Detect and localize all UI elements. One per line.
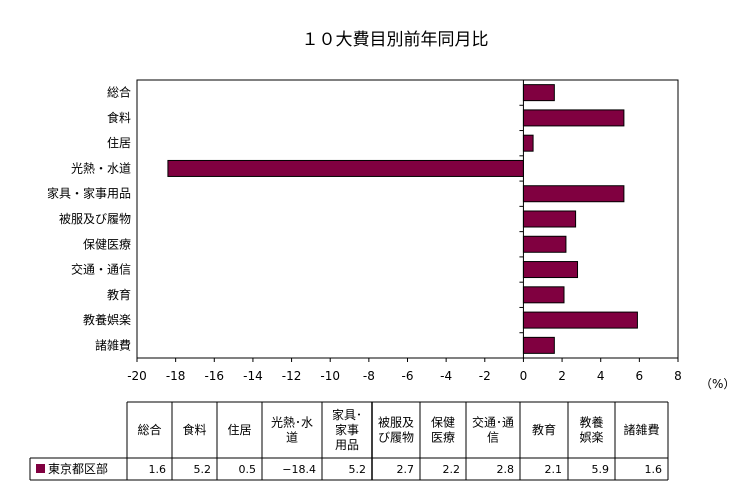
table-value: 1.6 — [645, 463, 663, 476]
category-label: 家具・家事用品 — [47, 186, 131, 201]
x-tick-label: 8 — [674, 369, 682, 383]
table-value: 2.2 — [443, 463, 461, 476]
x-tick-label: -10 — [320, 369, 340, 383]
x-tick-label: -8 — [363, 369, 375, 383]
table-header: 教養 — [579, 415, 603, 430]
legend-swatch — [36, 464, 45, 473]
table-header: 食料 — [182, 422, 206, 437]
unit-label: （%） — [700, 377, 735, 391]
table-header: び履物 — [378, 431, 414, 445]
x-axis: -20 -18 -16 -14 -12 -10 -8 -6 -4 -2 0 2 4 6 8 — [127, 358, 682, 383]
table-header: 光熱･水 — [271, 416, 313, 430]
bar — [522, 84, 555, 102]
table-header: 信 — [487, 431, 499, 445]
x-tick-label: -4 — [440, 369, 452, 383]
category-label: 被服及び履物 — [59, 212, 131, 226]
table-header: 用品 — [335, 438, 359, 452]
x-tick-label: 2 — [558, 369, 566, 383]
x-tick-label: -16 — [204, 369, 224, 383]
table-value: 2.1 — [545, 463, 563, 476]
table-value: 5.2 — [349, 463, 367, 476]
table-header: 道 — [286, 431, 298, 445]
category-label: 保健医療 — [83, 237, 131, 251]
chart-title: １０大費目別前年同月比 — [302, 30, 489, 50]
bar-group — [167, 79, 638, 359]
category-labels: 総合食料住居光熱・水道家具・家事用品被服及び履物保健医療交通・通信教育教養娯楽諸… — [47, 85, 131, 353]
table-header: 交通･通 — [472, 415, 514, 430]
bar — [167, 159, 524, 177]
category-label: 住居 — [107, 136, 131, 150]
bar — [522, 336, 555, 354]
bar — [522, 210, 577, 228]
x-tick-label: -14 — [243, 369, 263, 383]
x-tick-label: -6 — [402, 369, 414, 383]
table-value: 5.9 — [592, 463, 610, 476]
data-table: 総合 食料 住居 光熱･水道 家具･家事用品 被服及び履物 保健医療 交通･通信 教育 教養娯楽 諸… — [29, 401, 669, 481]
category-label: 教養娯楽 — [83, 312, 131, 327]
bar — [522, 261, 579, 279]
x-tick-label: -12 — [282, 369, 302, 383]
table-header: 家事 — [335, 422, 359, 437]
category-label: 交通・通信 — [71, 262, 131, 277]
table-value: −18.4 — [282, 463, 316, 476]
category-label: 光熱・水道 — [71, 161, 131, 175]
table-header: 保健 — [431, 416, 455, 430]
x-tick-label: 4 — [597, 369, 605, 383]
category-label: 総合 — [107, 85, 131, 100]
table-header: 総合 — [137, 422, 161, 437]
x-tick-label: -20 — [127, 369, 147, 383]
table-value: 5.2 — [194, 463, 212, 476]
table-header: 諸雑費 — [623, 422, 659, 437]
bar — [522, 311, 638, 329]
bar — [522, 235, 567, 253]
table-row-label: 東京都区部 — [48, 461, 108, 476]
category-label: 教育 — [107, 287, 131, 302]
table-header: 家具･ — [332, 407, 362, 422]
table-value: 2.7 — [397, 463, 415, 476]
table-header: 医療 — [431, 431, 455, 445]
category-label: 食料 — [107, 110, 131, 125]
table-value: 0.5 — [239, 463, 257, 476]
x-tick-label: 0 — [520, 369, 528, 383]
table-header: 教育 — [532, 422, 556, 437]
table-header: 住居 — [227, 423, 251, 437]
x-tick-label: -18 — [166, 369, 186, 383]
bar — [522, 134, 534, 152]
x-tick-label: -2 — [479, 369, 491, 383]
table-header: 娯楽 — [579, 431, 603, 445]
bar — [522, 109, 625, 127]
bar — [522, 185, 625, 203]
category-label: 諸雑費 — [95, 337, 131, 352]
table-header: 被服及 — [378, 416, 414, 430]
bar — [522, 286, 565, 304]
x-tick-label: 6 — [636, 369, 644, 383]
table-value: 2.8 — [497, 463, 515, 476]
table-value: 1.6 — [149, 463, 167, 476]
